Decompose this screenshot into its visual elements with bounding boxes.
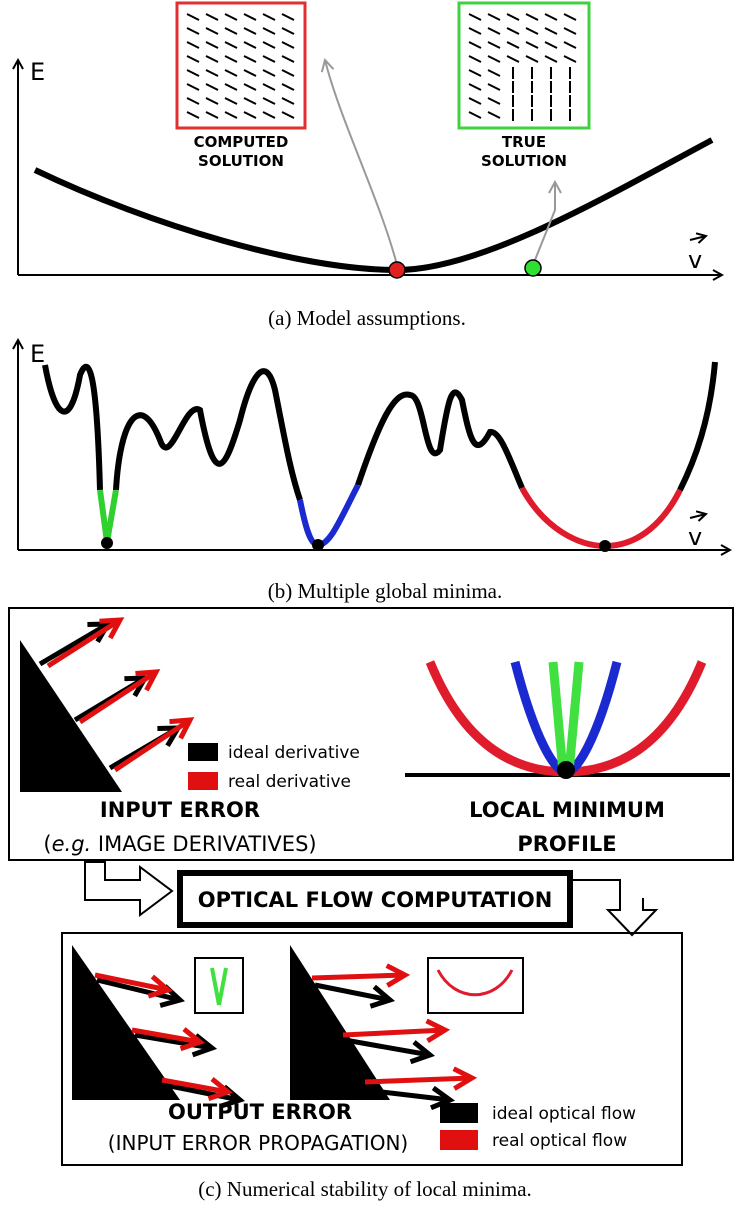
legend-label: ideal optical flow — [492, 1104, 636, 1124]
real-arrow — [312, 975, 405, 978]
input-error-title: INPUT ERROR — [100, 798, 260, 822]
input-error-note: (e.g. IMAGE DERIVATIVES) — [43, 832, 316, 856]
legend-label: ideal derivative — [228, 743, 360, 763]
legend-swatch — [440, 1130, 478, 1150]
legend-swatch — [188, 743, 218, 761]
edge-shape — [72, 945, 180, 1100]
axis-label: E — [30, 58, 45, 86]
computed-box — [177, 3, 305, 128]
caption: (a) Model assumptions. — [268, 306, 466, 330]
ideal-arrow — [315, 985, 390, 1000]
panel-b: E v (b) Multiple global minima. — [18, 340, 730, 603]
real-arrow — [115, 720, 190, 770]
vector-arrow — [690, 236, 706, 240]
figure: E v COMPUTEDSOLUTION TRUESOLUTION (a) Mo… — [0, 0, 735, 1207]
real-arrow — [48, 620, 120, 666]
vector-arrow — [690, 514, 706, 518]
real-arrow — [343, 1030, 445, 1035]
legend-swatch — [440, 1103, 478, 1123]
minimum-point — [312, 539, 324, 551]
energy-curve — [35, 140, 712, 270]
input-box — [9, 608, 733, 860]
caption: (c) Numerical stability of local minima. — [198, 1177, 532, 1201]
real-arrow — [80, 672, 156, 722]
true-point — [525, 260, 541, 276]
minimum-point — [101, 537, 113, 549]
axis-label: v — [688, 523, 702, 551]
flow-arrow — [572, 880, 656, 935]
panel-c: ideal derivative real derivative INPUT E… — [9, 608, 733, 1201]
legend-label: real optical flow — [492, 1131, 627, 1151]
inset-box — [428, 958, 523, 1013]
narrow-profile — [553, 662, 579, 772]
energy-curve — [45, 362, 715, 546]
pointer — [325, 60, 397, 265]
caption: (b) Multiple global minima. — [268, 579, 502, 603]
computation-label: OPTICAL FLOW COMPUTATION — [198, 888, 553, 912]
legend-swatch — [188, 772, 218, 790]
minimum-point — [557, 761, 575, 779]
axis-label: v — [688, 246, 702, 274]
ideal-arrow — [40, 624, 108, 664]
output-error-note: (INPUT ERROR PROPAGATION) — [108, 1131, 408, 1155]
output-error-title: OUTPUT ERROR — [168, 1100, 352, 1124]
edge-shape — [290, 945, 390, 1100]
legend-label: real derivative — [228, 772, 351, 792]
flow-arrow — [85, 862, 172, 915]
minimum-point — [599, 540, 611, 552]
edge-shape — [20, 640, 122, 792]
axis-label: E — [30, 340, 45, 368]
real-arrow — [365, 1078, 472, 1082]
computed-point — [389, 262, 405, 278]
